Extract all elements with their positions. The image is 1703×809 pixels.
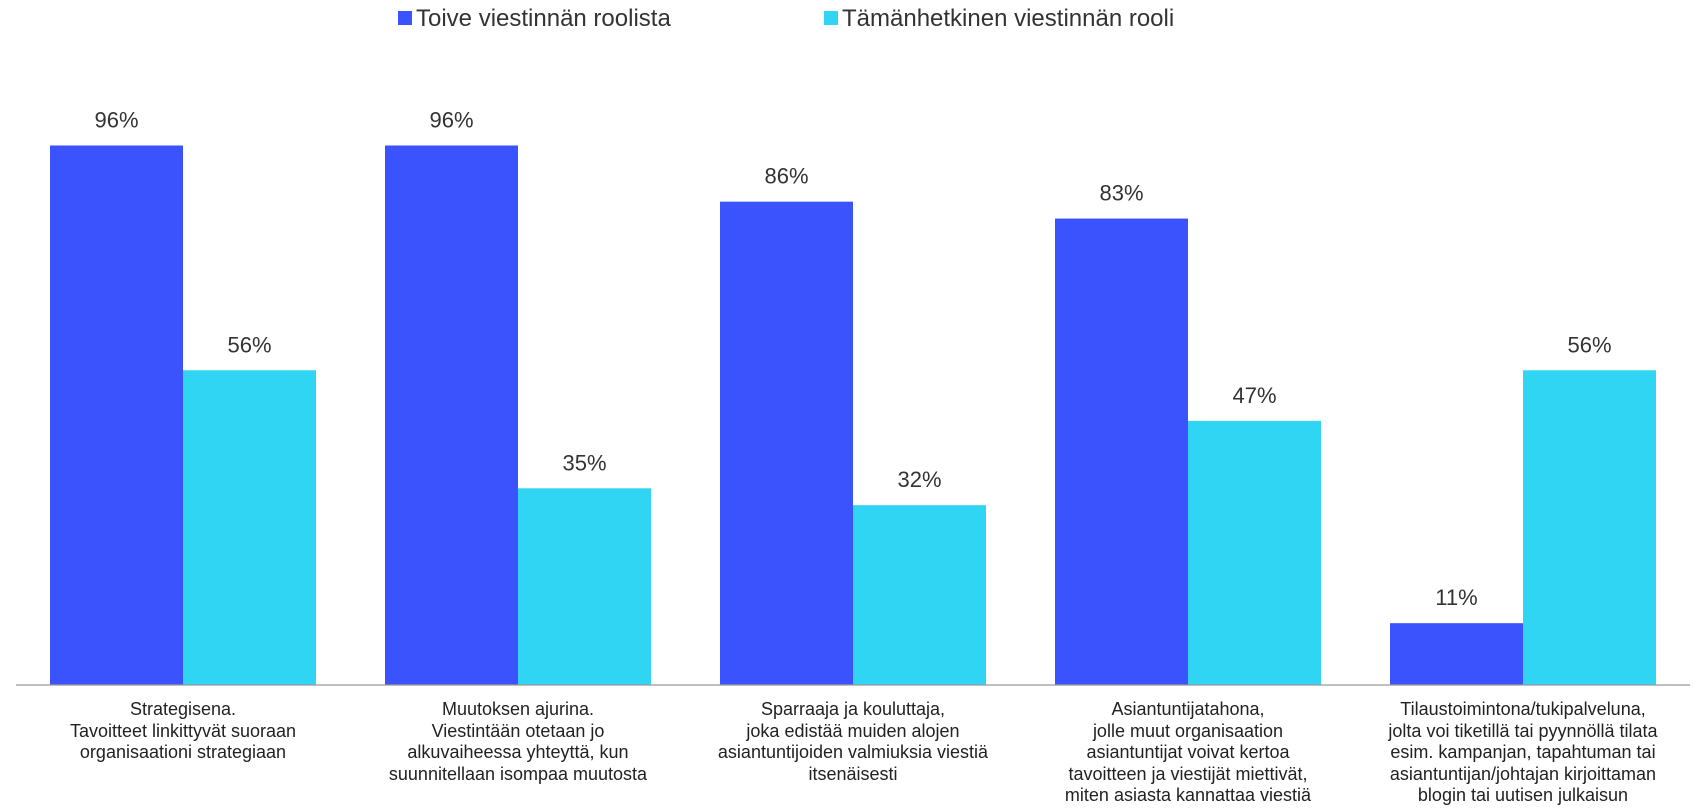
bar <box>385 145 518 686</box>
bar <box>518 488 651 685</box>
x-tick-label: Tilaustoimintona/tukipalveluna, jolta vo… <box>1388 699 1658 806</box>
x-tick-label: Sparraaja ja kouluttaja, joka edistää mu… <box>717 699 989 784</box>
data-label: 56% <box>1567 332 1611 357</box>
data-label: 32% <box>897 467 941 492</box>
x-tick-label: Muutoksen ajurina. Viestintään otetaan j… <box>388 699 648 784</box>
legend-swatch <box>398 11 412 25</box>
bar <box>1055 218 1188 686</box>
bar <box>1523 370 1656 685</box>
legend-label: Tämänhetkinen viestinnän rooli <box>842 5 1174 32</box>
data-label: 35% <box>562 450 606 475</box>
bar <box>1390 623 1523 685</box>
data-label: 83% <box>1099 181 1143 206</box>
bar <box>50 145 183 686</box>
x-tick-label: Asiantuntijatahona, jolle muut organisaa… <box>1064 699 1312 806</box>
data-label: 56% <box>227 332 271 357</box>
legend-label: Toive viestinnän roolista <box>416 5 671 32</box>
data-label: 11% <box>1435 585 1477 610</box>
data-label: 86% <box>764 164 808 189</box>
bar <box>720 201 853 685</box>
data-label: 47% <box>1232 383 1276 408</box>
data-label: 96% <box>429 107 473 132</box>
bar <box>183 370 316 685</box>
data-label: 96% <box>94 107 138 132</box>
x-tick-label: Strategisena. Tavoitteet linkittyvät suo… <box>69 699 297 763</box>
bar <box>1188 420 1321 685</box>
legend-swatch <box>824 11 838 25</box>
bar <box>853 505 986 685</box>
